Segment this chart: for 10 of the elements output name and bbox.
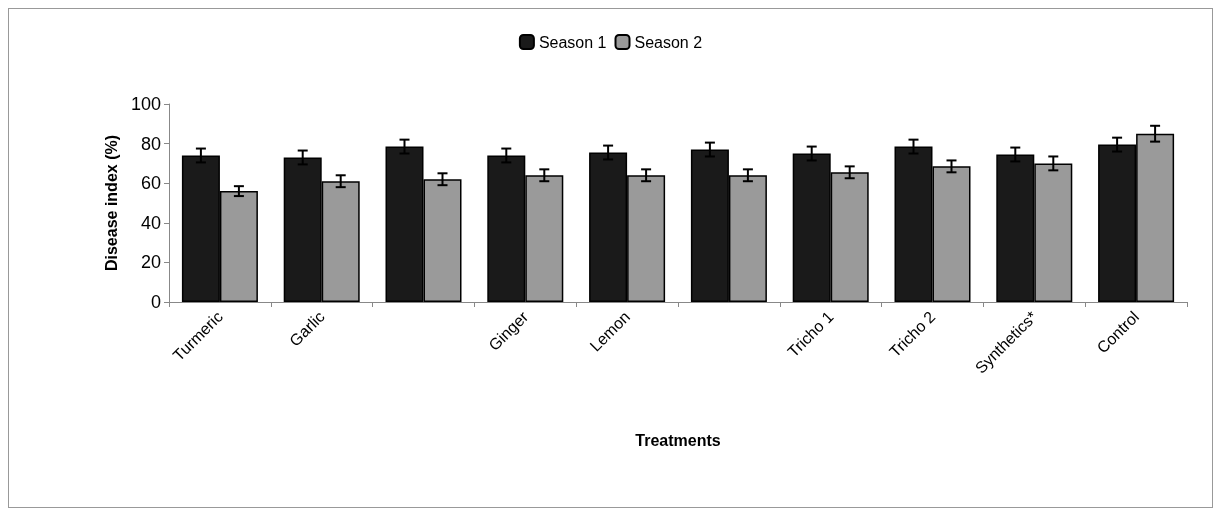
y-axis-title: Disease index (%) <box>102 134 120 272</box>
y-tick-label: 60 <box>140 173 161 194</box>
y-tick-label: 100 <box>130 94 161 114</box>
x-axis-title: Treatments <box>635 431 721 449</box>
y-tick-label: 0 <box>150 292 161 312</box>
legend-label: Season 2 <box>634 33 703 51</box>
y-tick-label: 40 <box>140 212 161 233</box>
y-tick-label: 20 <box>140 252 161 273</box>
legend-label: Season 1 <box>538 33 607 51</box>
y-tick-label: 80 <box>140 133 161 154</box>
